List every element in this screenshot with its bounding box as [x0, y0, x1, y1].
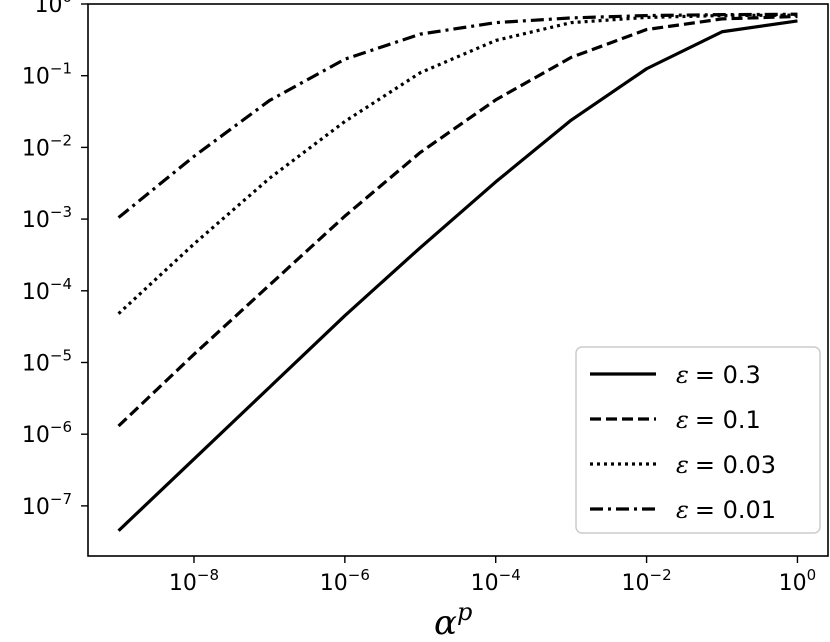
legend-label: ε = 0.3: [676, 361, 761, 389]
legend: ε = 0.3 ε = 0.1 ε = 0.03 ε = 0.01: [575, 346, 821, 534]
y-tick-label: 10−4: [22, 275, 72, 305]
x-tick-label: 10−4: [471, 566, 521, 596]
x-tick-label: 10−2: [622, 566, 672, 596]
legend-label: ε = 0.1: [676, 406, 761, 434]
x-axis: 10−8 10−6 10−4 10−2 100: [169, 556, 816, 596]
y-tick-label: 100: [34, 0, 72, 18]
x-tick-label: 10−6: [320, 566, 370, 596]
y-tick-label: 10−7: [22, 490, 72, 520]
legend-label: ε = 0.03: [676, 451, 776, 479]
series-line-dashed: [117, 14, 798, 428]
y-tick-label: 10−3: [22, 203, 72, 233]
y-tick-label: 10−2: [22, 131, 72, 161]
y-axis: 100 10−1 10−2 10−3 10−4 10−5 10−6 10−7: [22, 0, 88, 520]
legend-box: [575, 346, 821, 534]
series-lines: [117, 12, 798, 532]
y-tick-label: 10−1: [22, 60, 72, 90]
x-tick-label: 100: [779, 566, 817, 596]
series-line-dashdot: [117, 12, 798, 219]
legend-label: ε = 0.01: [676, 496, 776, 524]
x-tick-label: 10−8: [169, 566, 219, 596]
series-line-solid: [117, 19, 798, 532]
series-line-dotted: [117, 13, 798, 315]
y-tick-label: 10−6: [22, 418, 72, 448]
x-axis-label: αp: [434, 598, 472, 642]
y-tick-label: 10−5: [22, 346, 72, 376]
legend-entries: ε = 0.3 ε = 0.1 ε = 0.03 ε = 0.01: [590, 361, 776, 524]
